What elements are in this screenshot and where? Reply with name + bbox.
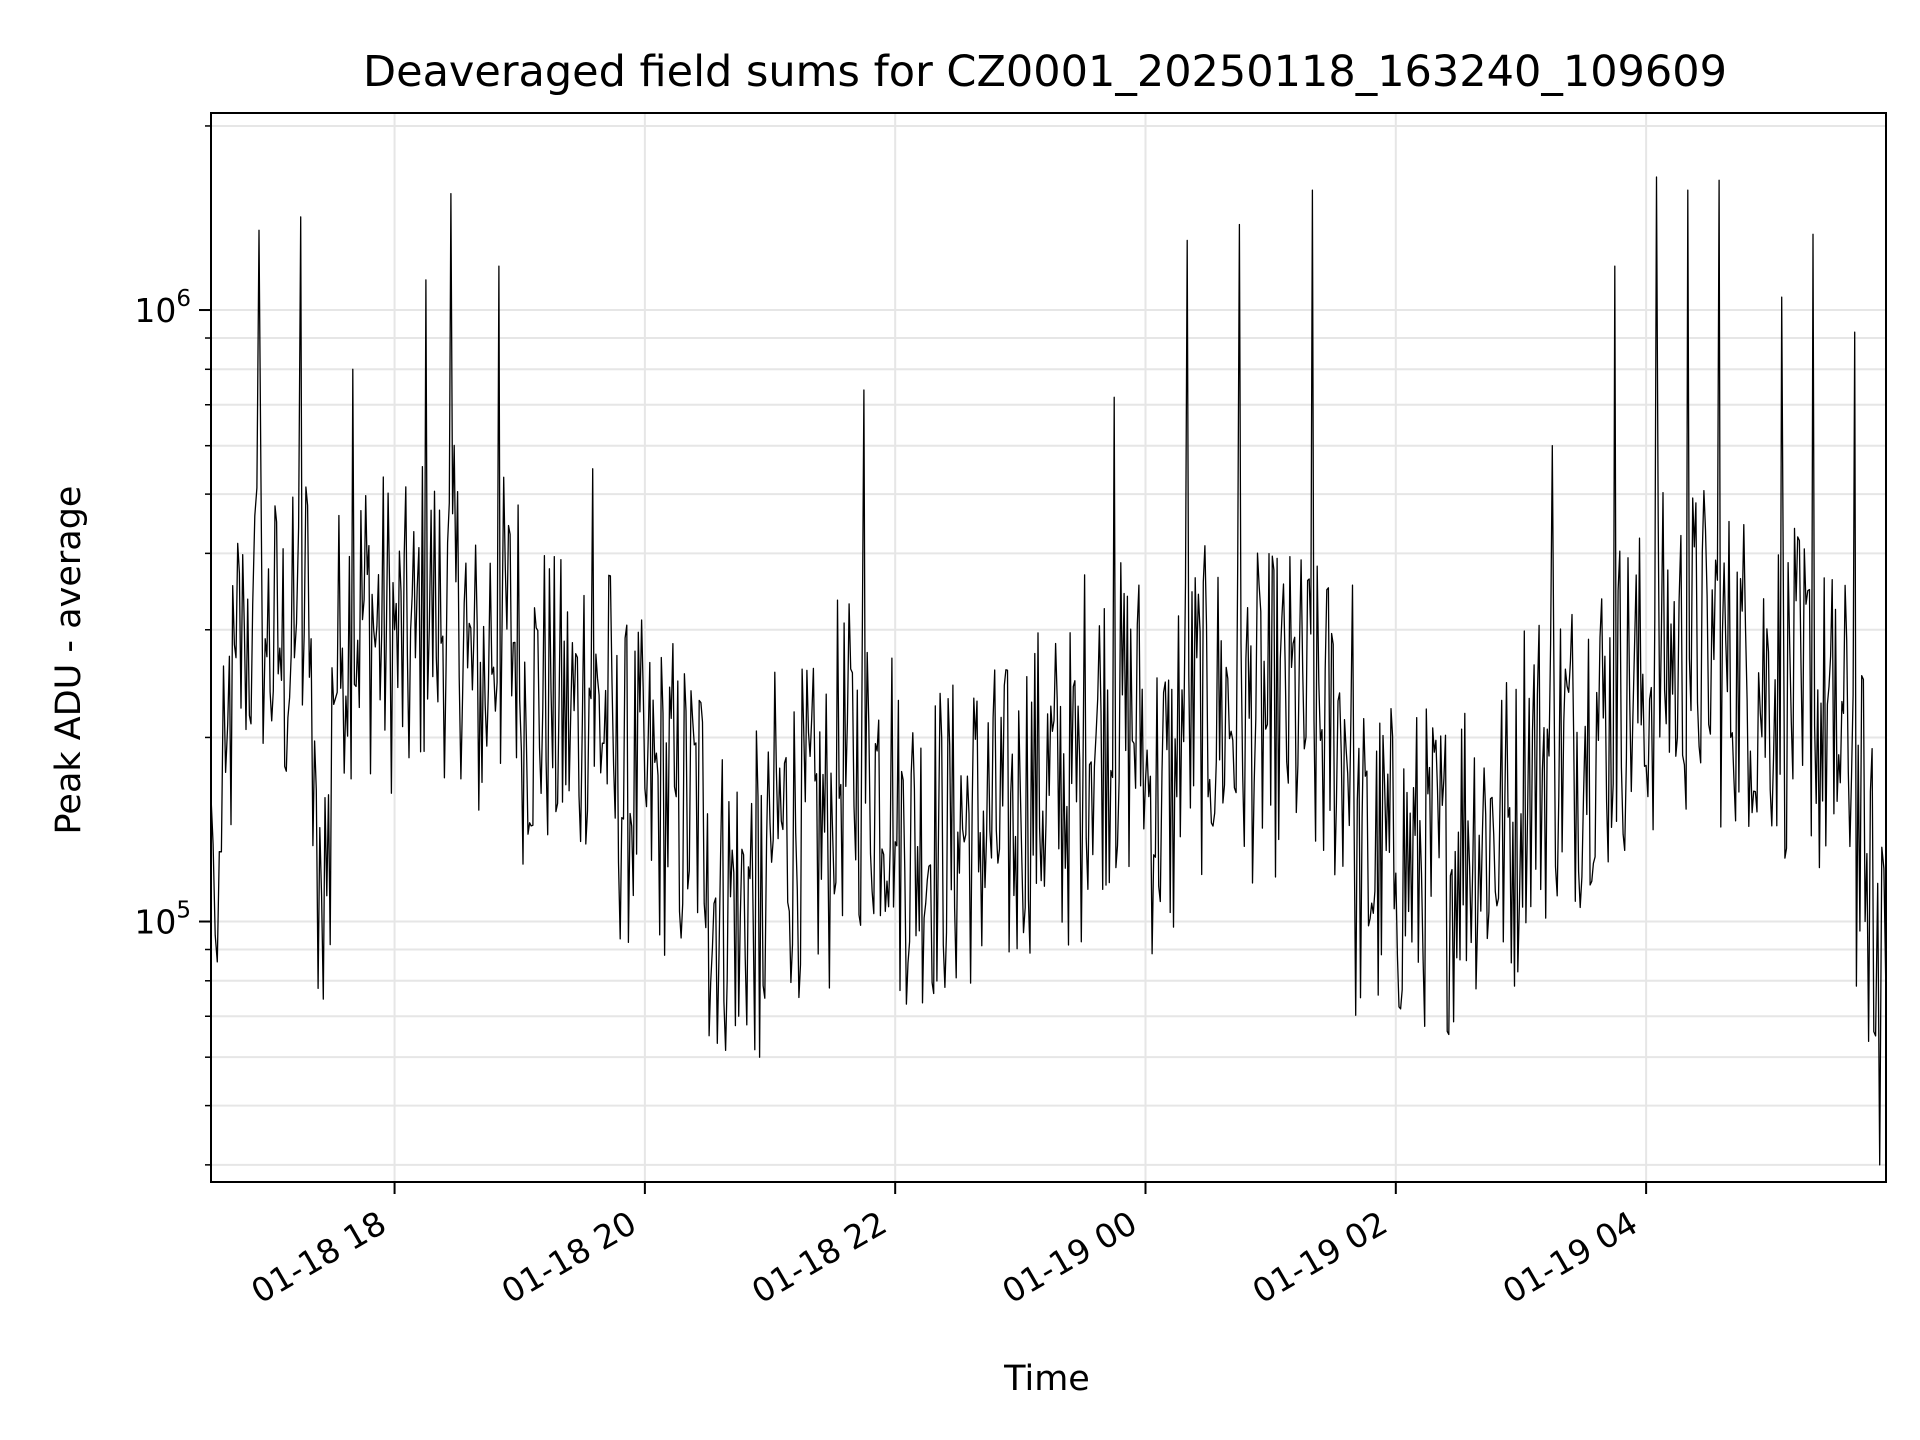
plot-frame <box>210 112 1887 1183</box>
y-axis: 105 106 <box>134 125 211 1166</box>
x-axis-label: Time <box>1003 1359 1090 1399</box>
series-line <box>210 176 1887 1166</box>
x-axis: 01-18 18 01-18 20 01-18 22 01-19 00 01-19 02… <box>245 1182 1648 1311</box>
x-tick-label: 01-19 02 <box>1246 1203 1394 1311</box>
chart-title: Deaveraged field sums for CZ0001_2025011… <box>363 47 1727 97</box>
x-tick-label: 01-18 20 <box>495 1203 643 1311</box>
y-tick-label: 106 <box>134 286 191 330</box>
x-tick-label: 01-19 00 <box>995 1203 1143 1311</box>
grid <box>211 113 1886 1182</box>
x-tick-label: 01-18 22 <box>745 1203 893 1311</box>
y-tick-label: 105 <box>134 898 191 942</box>
x-tick-label: 01-18 18 <box>245 1203 393 1311</box>
y-axis-label: Peak ADU - average <box>49 486 89 835</box>
x-tick-label: 01-19 04 <box>1496 1203 1644 1311</box>
